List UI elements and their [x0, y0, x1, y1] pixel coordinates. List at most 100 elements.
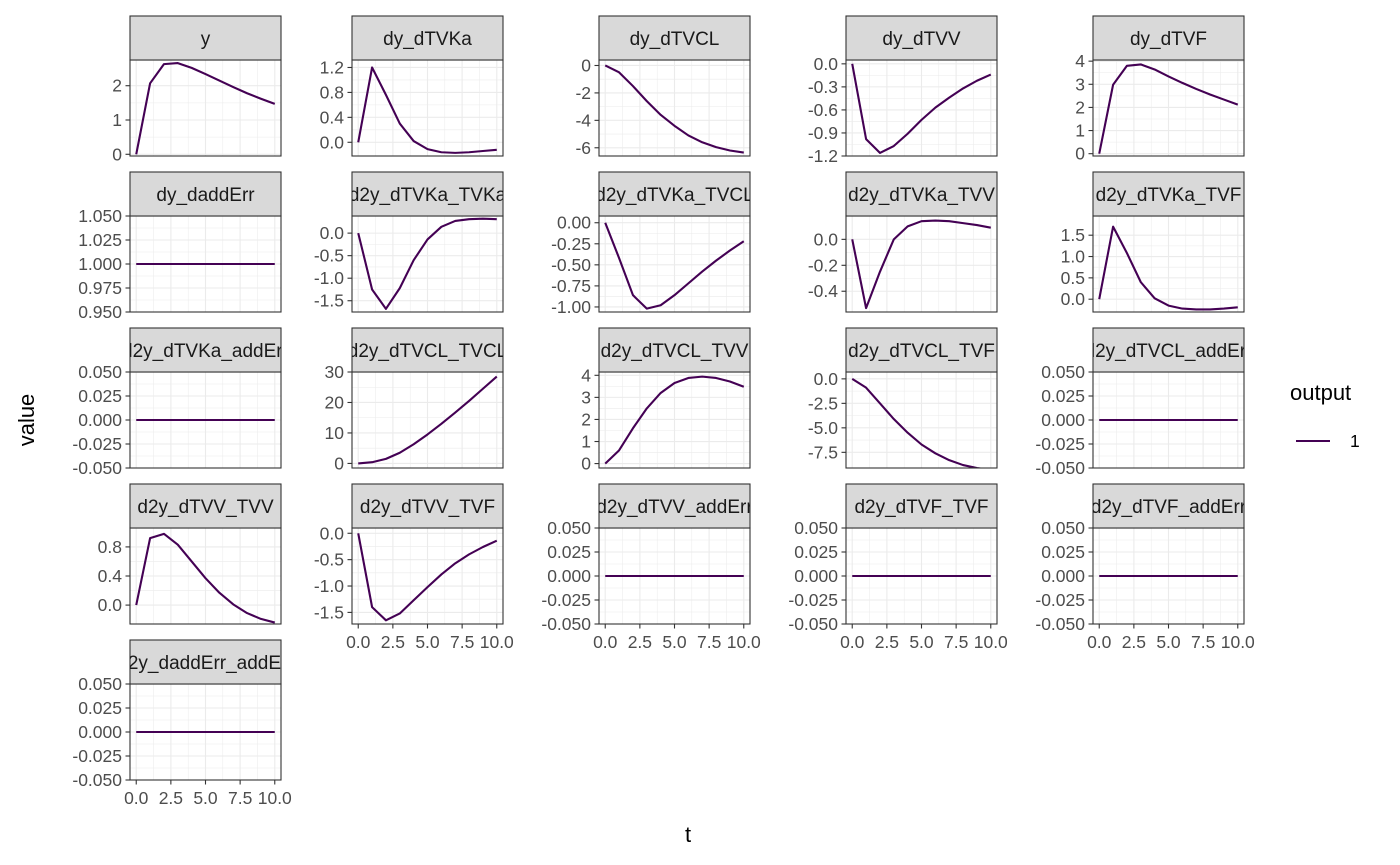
facet-strip-label: y	[201, 29, 211, 50]
series-line	[357, 533, 498, 622]
facet-panel: d2y_dTVKa_TVF 0.00.51.01.5	[1061, 171, 1245, 313]
y-tick-label: 2	[112, 76, 122, 96]
x-tick-label: 7.5	[450, 632, 474, 652]
x-tick-label: 2.5	[875, 632, 899, 652]
y-tick-label: -0.050	[1035, 458, 1085, 478]
y-tick-label: 0.000	[547, 566, 591, 586]
legend-title: output	[1290, 380, 1351, 405]
y-tick-label: -0.5	[314, 550, 344, 570]
facet-panel: d2y_dTVKa_addErr -0.050 -0.025 0.000 0.025 0.…	[72, 327, 282, 478]
facet-strip	[351, 15, 504, 61]
facet-strip-label: d2y_dTVF_TVF	[854, 497, 988, 518]
y-tick-label: 3	[1075, 74, 1085, 94]
y-tick-label: -1.5	[314, 291, 344, 311]
y-tick-label: -0.3	[808, 77, 838, 97]
y-tick-label: 0.0	[814, 54, 839, 74]
facet-strip-label: d2y_dTVCL_TVCL	[348, 341, 507, 362]
facet-strip	[598, 171, 751, 217]
facet-strip-label: dy_daddErr	[156, 185, 255, 206]
y-tick-label: 1	[112, 110, 122, 130]
y-tick-label: 0.050	[1041, 362, 1085, 382]
x-tick-label: 0.0	[124, 788, 149, 808]
y-tick-label: -0.25	[551, 234, 591, 254]
x-axis-title: t	[685, 822, 691, 847]
facet-strip	[598, 15, 751, 61]
y-tick-label: -2.5	[808, 393, 838, 413]
y-tick-label: -0.025	[541, 590, 591, 610]
y-tick-label: 1	[581, 432, 591, 452]
y-tick-label: -0.025	[1035, 590, 1085, 610]
y-tick-label: -2	[575, 83, 591, 103]
y-tick-label: -0.025	[788, 590, 838, 610]
y-tick-label: -7.5	[808, 442, 838, 462]
y-tick-label: 0.000	[78, 722, 122, 742]
facet-strip	[1092, 171, 1245, 217]
x-tick-label: 10.0	[727, 632, 761, 652]
facet-panel: dy_dTVV -1.2 -0.9 -0.6 -0.3 0.0	[808, 15, 998, 166]
y-tick-label: -0.050	[788, 614, 838, 634]
y-tick-label: 0.050	[1041, 518, 1085, 538]
facet-strip	[1092, 483, 1245, 529]
facet-strip	[845, 483, 998, 529]
x-tick-label: 0.0	[346, 632, 371, 652]
y-tick-label: -4	[575, 110, 591, 130]
x-tick-label: 0.0	[1087, 632, 1112, 652]
x-tick-label: 0.0	[593, 632, 618, 652]
y-tick-label: -1.0	[314, 268, 344, 288]
facet-strip	[129, 483, 282, 529]
y-tick-label: 1	[1075, 121, 1085, 141]
facet-strip	[351, 327, 504, 373]
y-tick-label: -0.2	[808, 255, 838, 275]
y-tick-label: 0.025	[78, 386, 122, 406]
y-tick-label: 0.4	[98, 566, 123, 586]
y-tick-label: 0.0	[320, 223, 345, 243]
series-line	[135, 62, 276, 155]
facet-panel: d2y_dTVKa_TVKa -1.5 -1.0-0.5 0.0	[314, 171, 507, 313]
facet-panel: d2y_dTVF_addErr -0.050 -0.025 0.000 0.025 0.0…	[1035, 483, 1255, 652]
facet-strip-label: d2y_dTVCL_TVF	[848, 341, 995, 362]
y-tick-label: -0.5	[314, 246, 344, 266]
y-tick-label: 0.025	[794, 542, 838, 562]
facet-panel: dy_dTVF 0 1 2 3 4	[1075, 15, 1245, 164]
y-tick-label: 0	[334, 453, 344, 473]
y-tick-label: 0.0	[1061, 289, 1086, 309]
facet-strip-label: d2y_dTVV_TVV	[137, 497, 274, 518]
y-tick-label: 0.950	[78, 302, 122, 322]
facet-strip	[129, 327, 282, 373]
facet-strip-label: dy_dTVV	[882, 29, 960, 50]
y-tick-label: -1.0	[314, 576, 344, 596]
y-tick-label: 0.0	[320, 523, 345, 543]
y-tick-label: -0.050	[72, 770, 122, 790]
facet-strip	[351, 171, 504, 217]
facet-panel: dy_dTVCL -6 -4 -2 0	[575, 15, 751, 158]
y-tick-label: 3	[581, 387, 591, 407]
facet-strip-label: d2y_dTVKa_TVCL	[595, 185, 753, 206]
legend-entry-label: 1	[1350, 431, 1360, 451]
y-axis-title: value	[14, 394, 39, 447]
y-tick-label: -0.4	[808, 281, 838, 301]
y-tick-label: 1.050	[78, 206, 122, 226]
facet-panel: dy_dTVKa 0.0 0.4 0.8 1.2	[320, 15, 504, 157]
facet-strip-label: d2y_dTVKa_TVV	[848, 185, 995, 206]
y-tick-label: 0.0	[814, 369, 839, 389]
facet-strip	[845, 171, 998, 217]
y-tick-label: 1.5	[1061, 225, 1085, 245]
y-tick-label: 0.975	[78, 278, 122, 298]
series-line	[604, 375, 745, 465]
y-tick-label: 0.0	[98, 595, 123, 615]
x-tick-label: 7.5	[697, 632, 721, 652]
series-line	[604, 64, 744, 154]
facet-panel: d2y_dTVCL_TVCL 0 10 20 30	[325, 327, 507, 473]
y-tick-label: 1.025	[78, 230, 122, 250]
y-tick-label: 2	[581, 409, 591, 429]
x-tick-label: 5.0	[1156, 632, 1181, 652]
facet-strip	[129, 15, 282, 61]
facet-strip-label: d2y_dTVKa_TVKa	[349, 185, 507, 206]
facet-panel: d2y_daddErr_addErr -0.050 -0.025 0.000 0.025…	[72, 639, 292, 808]
y-tick-label: -0.025	[72, 434, 122, 454]
facet-strip-label: d2y_dTVV_addErr	[596, 497, 753, 518]
x-tick-label: 5.0	[193, 788, 218, 808]
y-tick-label: 20	[325, 392, 345, 412]
y-tick-label: -0.6	[808, 100, 838, 120]
y-tick-label: -1.00	[551, 297, 591, 317]
